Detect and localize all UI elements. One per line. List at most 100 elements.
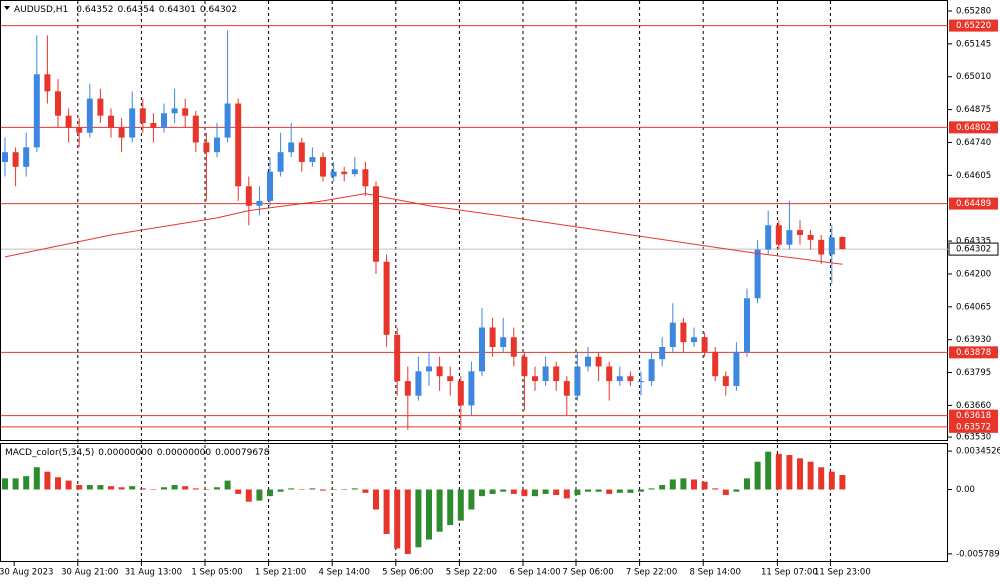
candle-body: [65, 115, 72, 128]
macd-bar: [23, 476, 30, 490]
macd-bar: [309, 488, 316, 490]
candle-body: [574, 366, 581, 396]
x-tick-label: 4 Sep 14:00: [319, 568, 370, 578]
candle-body: [712, 351, 719, 377]
main-panel: [0, 0, 948, 441]
candle-body: [277, 152, 284, 172]
candle-body: [129, 108, 136, 138]
x-tick-label: 5 Sep 22:00: [446, 568, 497, 578]
candle-body: [563, 381, 570, 396]
candle-body: [818, 239, 825, 255]
macd-bar: [775, 453, 782, 490]
candle-body: [288, 142, 295, 153]
macd-bar: [691, 479, 697, 490]
macd-bar: [712, 488, 719, 490]
macd-bar: [415, 489, 422, 548]
candle-body: [468, 371, 475, 406]
candle-body: [298, 142, 305, 162]
candle-body: [765, 225, 772, 250]
macd-bar: [139, 488, 146, 490]
candle-body: [23, 147, 30, 167]
candle-body: [182, 108, 189, 116]
candle-body: [2, 152, 8, 162]
macd-bar: [426, 489, 432, 540]
candle-body: [108, 115, 114, 128]
candle-body: [118, 127, 125, 138]
candle-body: [55, 91, 61, 116]
macd-bar: [182, 486, 189, 490]
y-tick-label: 0.65010: [956, 72, 991, 82]
x-tick-label: 7 Sep 06:00: [562, 568, 613, 578]
macd-bar: [235, 489, 242, 494]
macd-bar: [129, 486, 136, 490]
macd-bar: [563, 489, 570, 499]
x-tick-label: 5 Sep 06:00: [382, 568, 433, 578]
x-tick-label: 30 Aug 21:00: [61, 568, 118, 578]
macd-bar: [108, 486, 114, 490]
y-tick-label: 0.64335: [956, 237, 991, 247]
candle-body: [383, 261, 390, 335]
candle-body: [542, 366, 549, 382]
level-tag: [949, 409, 998, 422]
level-tag: [949, 346, 998, 359]
candle-body: [97, 98, 104, 116]
price-label: 0.64302: [956, 245, 991, 255]
candle-body: [691, 337, 697, 343]
macd-bar: [468, 489, 475, 510]
macd-bar: [65, 480, 72, 490]
level-label: 0.64802: [956, 123, 991, 133]
macd-bar: [2, 478, 8, 490]
ohlc-value: 0.64301: [159, 5, 196, 15]
candle-body: [415, 371, 422, 396]
candle-body: [86, 98, 93, 133]
macd-bar: [701, 481, 708, 490]
candle-body: [510, 337, 517, 357]
macd-bar: [500, 489, 507, 492]
y-tick-label: 0.63930: [956, 335, 991, 345]
macd-bar: [277, 489, 284, 492]
y-tick-label: 0.64740: [956, 138, 991, 148]
candle-body: [235, 103, 242, 187]
level-tag: [949, 420, 998, 433]
candle-body: [256, 200, 263, 206]
macd-bar: [436, 489, 443, 532]
macd-bar: [404, 489, 411, 554]
macd-bar: [648, 488, 655, 490]
ohlc-value: 0.64352: [76, 5, 113, 15]
macd-bar: [828, 471, 835, 490]
macd-bar: [394, 489, 401, 549]
chart-title: AUDUSD,H1 0.64352 0.64354 0.64301 0.64302: [14, 5, 237, 15]
title-arrow: [4, 6, 10, 10]
symbol: AUDUSD,H1: [14, 5, 68, 15]
x-tick-label: 31 Aug 13:00: [125, 568, 182, 578]
indicator-title: MACD_color(5,34,5) 0.00000000 0.00000000 0.…: [5, 448, 270, 458]
candle-body: [44, 74, 51, 92]
macd-bar: [362, 489, 369, 493]
candle-body: [786, 230, 793, 245]
macd-panel: [0, 443, 948, 562]
macd-bar: [818, 467, 825, 490]
macd-bar: [669, 479, 676, 490]
level-label: 0.63878: [956, 348, 991, 358]
macd-bar: [479, 489, 485, 497]
indicator-value: 0.00079678: [215, 448, 270, 458]
candle-body: [245, 186, 252, 206]
macd-bar: [288, 488, 295, 490]
macd-bar: [680, 478, 687, 490]
price-tag: [948, 242, 999, 256]
candle-body: [553, 366, 560, 382]
y-tick-label: -0.0057890: [956, 549, 1000, 559]
macd-bar: [574, 489, 581, 496]
candle-body: [214, 137, 220, 153]
candle-body: [320, 157, 326, 177]
macd-bar: [595, 489, 602, 492]
candle-body: [500, 337, 507, 347]
candle-body: [362, 169, 369, 187]
candle-body: [489, 327, 496, 347]
candle-body: [627, 376, 634, 382]
ohlc-value: 0.64302: [200, 5, 237, 15]
level-tag: [949, 197, 998, 210]
candle-body: [521, 356, 528, 377]
x-tick-label: 30 Aug 2023: [0, 568, 53, 578]
candle-body: [606, 366, 613, 382]
